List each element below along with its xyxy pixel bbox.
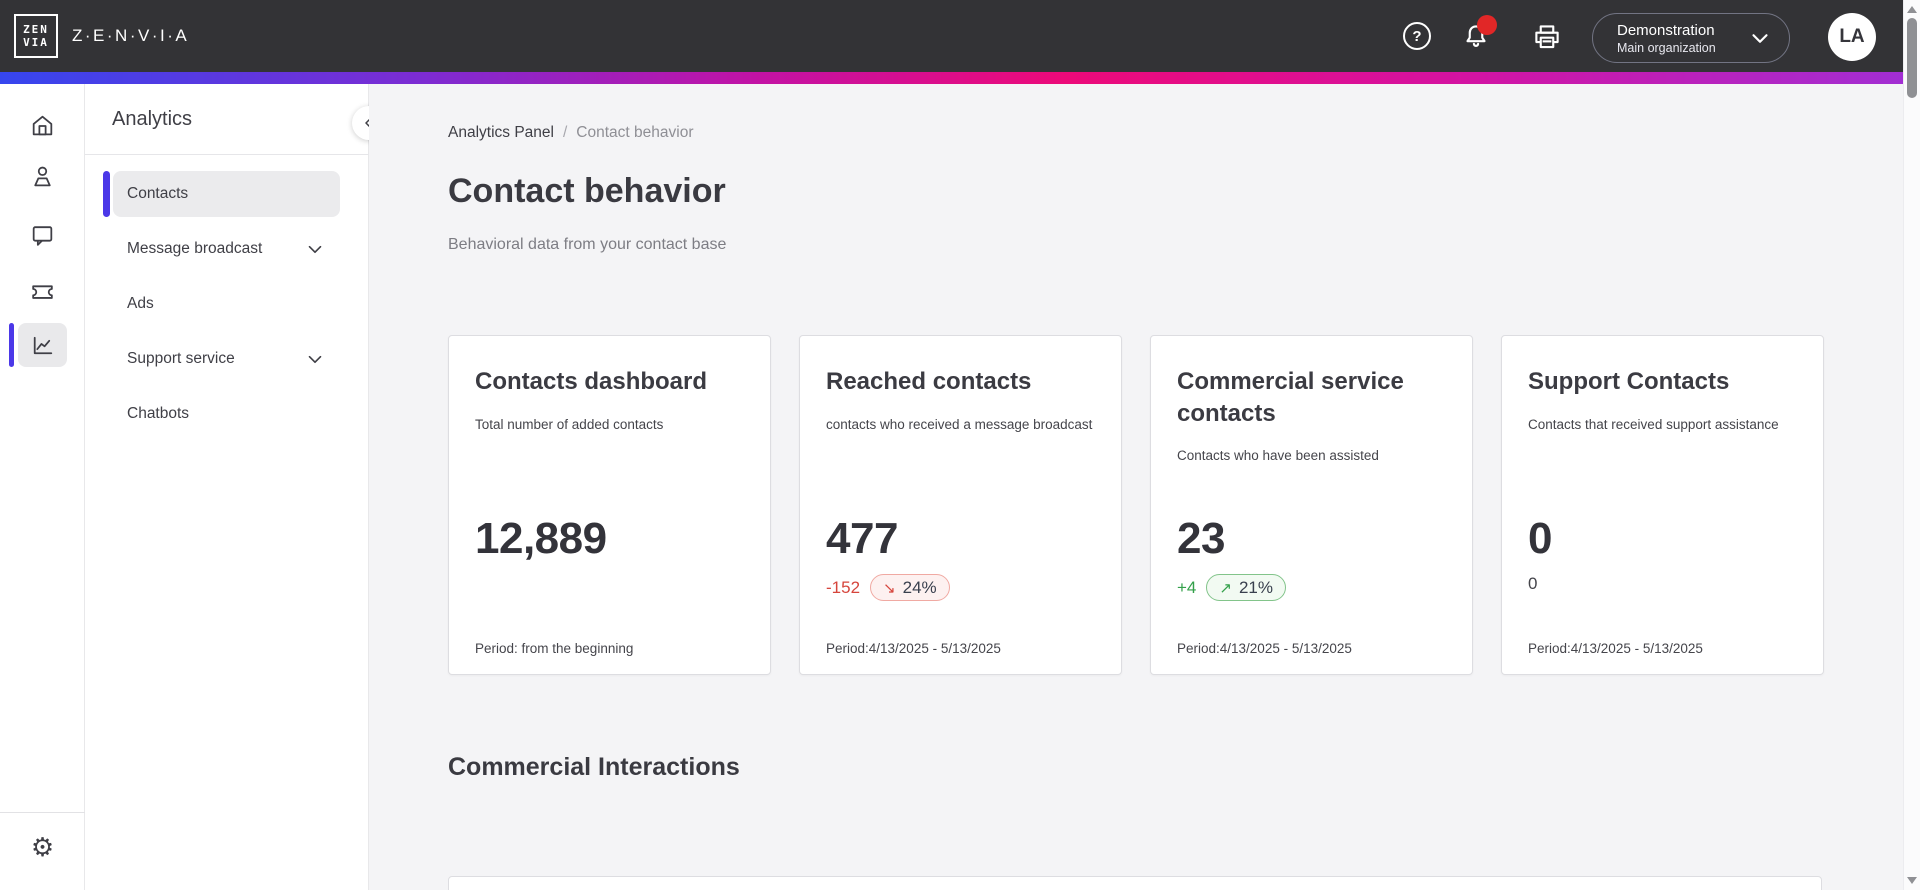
- breadcrumb-parent-link[interactable]: Analytics Panel: [448, 124, 554, 141]
- card-title: Commercial service contacts: [1177, 368, 1404, 427]
- analytics-sidebar-panel: Analytics Contacts Message broadcast Ads…: [85, 84, 369, 890]
- delta-value: +4: [1177, 577, 1197, 597]
- sidebar-item-label: Contacts: [127, 185, 189, 202]
- sidebar-title: Analytics: [112, 108, 193, 130]
- user-avatar[interactable]: LA: [1828, 13, 1876, 61]
- breadcrumb-current: Contact behavior: [576, 124, 694, 141]
- card-period: Period: from the beginning: [475, 641, 634, 656]
- card-title: Support Contacts: [1528, 368, 1730, 395]
- card-value: 477: [826, 514, 898, 563]
- nav-analytics-button[interactable]: [18, 323, 67, 367]
- sidebar-item-label: Message broadcast: [127, 240, 263, 257]
- card-description: Contacts who have been assisted: [1177, 448, 1379, 464]
- logo-line-2: VIA: [23, 36, 49, 49]
- trend-percent: 24%: [902, 577, 937, 597]
- ticket-icon: [29, 278, 56, 305]
- card-value: 12,889: [475, 514, 607, 563]
- gear-icon: ⚙: [30, 833, 55, 863]
- page-subtitle: Behavioral data from your contact base: [448, 236, 727, 253]
- section-heading-commercial-interactions: Commercial Interactions: [448, 753, 740, 781]
- top-header-bar: ZEN VIA Z·E·N·V·I·A ?: [0, 0, 1903, 72]
- scrollbar-thumb[interactable]: [1907, 18, 1917, 98]
- nav-contacts-button[interactable]: [18, 152, 67, 200]
- trend-percent: 21%: [1238, 577, 1273, 597]
- card-title: Reached contacts: [826, 368, 1032, 395]
- scrollbar-down-arrow[interactable]: [1907, 877, 1917, 884]
- breadcrumb: Analytics Panel / Contact behavior: [448, 124, 693, 142]
- card-period: Period:4/13/2025 - 5/13/2025: [826, 641, 1001, 656]
- chevron-down-icon: [304, 238, 326, 260]
- chat-bubble-icon: [29, 222, 56, 249]
- card-value: 23: [1177, 514, 1225, 563]
- delta-value: -152: [826, 577, 861, 597]
- home-icon: [29, 112, 56, 139]
- card-title: Contacts dashboard: [475, 368, 708, 395]
- card-description: Contacts that received support assistanc…: [1528, 416, 1779, 432]
- notifications-button[interactable]: [1461, 15, 1497, 52]
- sidebar-divider: [85, 154, 369, 155]
- zenvia-logo-icon: ZEN VIA: [14, 14, 58, 58]
- chevron-down-icon: [304, 348, 326, 370]
- kpi-cards-row: Contacts dashboard Total number of added…: [448, 335, 1824, 675]
- card-value: 0: [1528, 514, 1552, 563]
- brand-wordmark: Z·E·N·V·I·A: [72, 26, 190, 45]
- card-description: Total number of added contacts: [475, 416, 664, 432]
- card-commercial-service-contacts: Commercial service contacts Contacts who…: [1150, 335, 1473, 675]
- nav-conversations-button[interactable]: [18, 211, 67, 259]
- trend-badge: ↗ 21%: [1206, 574, 1286, 601]
- active-rail-indicator: [9, 323, 14, 367]
- vertical-scrollbar[interactable]: [1903, 0, 1920, 890]
- main-content: Analytics Panel / Contact behavior Conta…: [369, 84, 1903, 890]
- nav-settings-button[interactable]: ⚙: [18, 824, 67, 872]
- sidebar-item-message-broadcast[interactable]: Message broadcast: [113, 226, 340, 272]
- page-title: Contact behavior: [448, 172, 726, 210]
- trend-down-arrow-icon: ↘: [883, 578, 896, 597]
- sidebar-item-contacts[interactable]: Contacts: [103, 171, 340, 217]
- person-icon: [29, 163, 56, 190]
- delta-value: 0: [1528, 574, 1538, 593]
- chevron-down-icon: [1747, 25, 1773, 51]
- sidebar-item-ads[interactable]: Ads: [113, 281, 340, 327]
- nav-home-button[interactable]: [18, 101, 67, 149]
- breadcrumb-separator: /: [562, 124, 568, 141]
- organization-switcher[interactable]: Demonstration Main organization: [1592, 13, 1790, 63]
- help-icon: ?: [1403, 22, 1431, 50]
- scrollbar-up-arrow[interactable]: [1907, 6, 1917, 13]
- card-period: Period:4/13/2025 - 5/13/2025: [1528, 641, 1703, 656]
- card-delta-row: 0: [1528, 574, 1537, 594]
- card-reached-contacts: Reached contacts contacts who received a…: [799, 335, 1122, 675]
- card-description: contacts who received a message broadcas…: [826, 416, 1093, 432]
- card-support-contacts: Support Contacts Contacts that received …: [1501, 335, 1824, 675]
- line-chart-icon: [29, 332, 56, 359]
- rail-divider: [0, 812, 85, 813]
- commercial-interactions-card: [448, 876, 1822, 890]
- logo-line-1: ZEN: [23, 23, 49, 36]
- organization-subtitle: Main organization: [1617, 40, 1716, 55]
- nav-campaigns-button[interactable]: [18, 267, 67, 315]
- sidebar-item-chatbots[interactable]: Chatbots: [113, 391, 340, 437]
- card-period: Period:4/13/2025 - 5/13/2025: [1177, 641, 1352, 656]
- help-button[interactable]: ?: [1403, 22, 1433, 52]
- brand-gradient-bar: [0, 72, 1903, 84]
- nav-rail: ⚙: [0, 84, 85, 890]
- sidebar-menu: Contacts Message broadcast Ads Support s…: [85, 171, 369, 446]
- trend-up-arrow-icon: ↗: [1219, 578, 1232, 597]
- printer-icon: [1532, 22, 1562, 52]
- organization-text: Demonstration Main organization: [1617, 21, 1747, 56]
- card-contacts-dashboard: Contacts dashboard Total number of added…: [448, 335, 771, 675]
- notification-badge-dot: [1477, 15, 1497, 35]
- trend-badge: ↘ 24%: [870, 574, 950, 601]
- sidebar-item-label: Ads: [127, 295, 154, 312]
- card-delta-row: +4 ↗ 21%: [1177, 574, 1286, 601]
- sidebar-item-label: Support service: [127, 350, 235, 367]
- organization-name: Demonstration: [1617, 21, 1715, 39]
- sidebar-item-support-service[interactable]: Support service: [113, 336, 340, 382]
- sidebar-item-label: Chatbots: [127, 405, 190, 422]
- print-button[interactable]: [1532, 22, 1562, 52]
- card-delta-row: -152 ↘ 24%: [826, 574, 950, 601]
